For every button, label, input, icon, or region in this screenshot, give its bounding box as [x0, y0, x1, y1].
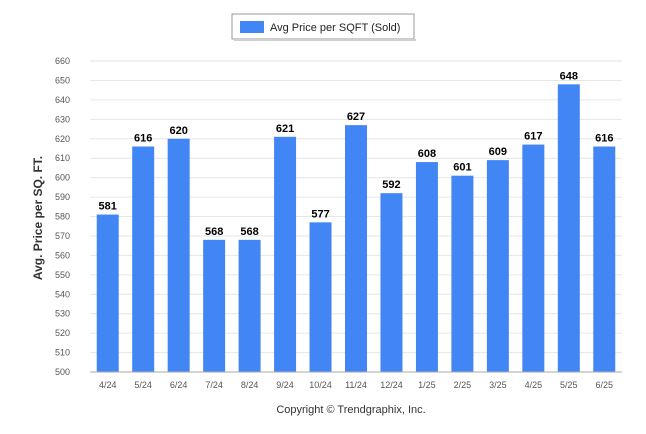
legend-box	[231, 13, 415, 40]
x-tick-label: 4/25	[525, 380, 543, 390]
x-tick-label: 6/24	[170, 380, 188, 390]
data-label: 608	[418, 148, 436, 160]
y-tick-label: 500	[55, 367, 70, 377]
y-axis: 500 510 520 530 540 550 560 570 580 590 600 610 620 6…	[55, 56, 70, 377]
y-tick-label: 600	[55, 173, 70, 183]
y-tick-label: 520	[55, 328, 70, 338]
y-axis-label: Avg. Price per SQ. FT.	[31, 156, 45, 280]
bar	[309, 222, 332, 372]
legend-label: Avg Price per SQFT (Sold)	[270, 22, 400, 34]
bar	[345, 125, 367, 372]
x-tick-label: 3/25	[489, 380, 507, 390]
y-tick-label: 550	[55, 270, 70, 280]
y-tick-label: 640	[55, 95, 70, 105]
x-tick-label: 11/24	[345, 380, 367, 390]
bar	[451, 175, 474, 372]
y-tick-label: 650	[55, 75, 70, 85]
bar	[557, 84, 580, 372]
x-axis: 4/24 5/24 6/24 7/24 8/24 9/24 10/24 11/24 12/24 1…	[99, 380, 613, 390]
y-tick-label: 570	[55, 231, 70, 241]
y-tick-label: 580	[55, 212, 70, 222]
data-label: 627	[347, 111, 365, 123]
x-tick-label: 9/24	[276, 380, 294, 390]
y-tick-label: 620	[55, 134, 70, 144]
data-label: 592	[382, 179, 400, 191]
bar	[380, 193, 403, 372]
y-tick-label: 530	[55, 309, 70, 319]
y-tick-label: 630	[55, 114, 70, 124]
bars: 581 616 620 568 568 621 577 627 592 608 601 609 617 6…	[96, 70, 616, 372]
y-tick-label: 540	[55, 289, 70, 299]
x-tick-label: 8/24	[241, 380, 259, 390]
x-tick-label: 7/24	[205, 380, 223, 390]
data-label: 609	[489, 146, 507, 158]
data-label: 617	[524, 131, 542, 143]
copyright-credit: Copyright © Trendgraphix, Inc.	[276, 404, 425, 416]
data-label: 568	[205, 226, 223, 238]
data-label: 648	[560, 70, 578, 82]
legend-shadow	[234, 39, 416, 41]
data-label: 577	[311, 208, 329, 220]
data-label: 581	[99, 201, 117, 213]
x-tick-label: 2/25	[454, 380, 472, 390]
x-tick-label: 1/25	[418, 380, 436, 390]
x-tick-label: 10/24	[309, 380, 332, 390]
bar	[96, 214, 119, 372]
bar	[486, 160, 509, 372]
y-tick-label: 590	[55, 192, 70, 202]
legend-swatch	[240, 21, 264, 33]
data-label: 616	[134, 133, 152, 145]
bar	[593, 146, 616, 372]
bar	[522, 144, 545, 372]
y-tick-label: 510	[55, 348, 70, 358]
data-label: 616	[595, 133, 613, 145]
x-tick-label: 6/25	[596, 380, 614, 390]
data-label: 621	[276, 123, 294, 135]
y-tick-label: 660	[55, 56, 70, 66]
bar	[132, 146, 155, 372]
data-label: 601	[453, 162, 471, 174]
legend: Avg Price per SQFT (Sold)	[231, 13, 416, 41]
x-tick-label: 4/24	[99, 380, 117, 390]
bar	[415, 162, 438, 372]
data-label: 620	[169, 125, 187, 137]
y-tick-label: 560	[55, 250, 70, 260]
bar	[238, 239, 261, 372]
data-label: 568	[240, 226, 258, 238]
x-tick-label: 5/24	[134, 380, 152, 390]
y-tick-label: 610	[55, 153, 70, 163]
x-tick-label: 12/24	[380, 380, 403, 390]
bar	[167, 138, 190, 372]
x-tick-label: 5/25	[560, 380, 578, 390]
bar	[274, 136, 297, 372]
bar	[203, 239, 226, 372]
